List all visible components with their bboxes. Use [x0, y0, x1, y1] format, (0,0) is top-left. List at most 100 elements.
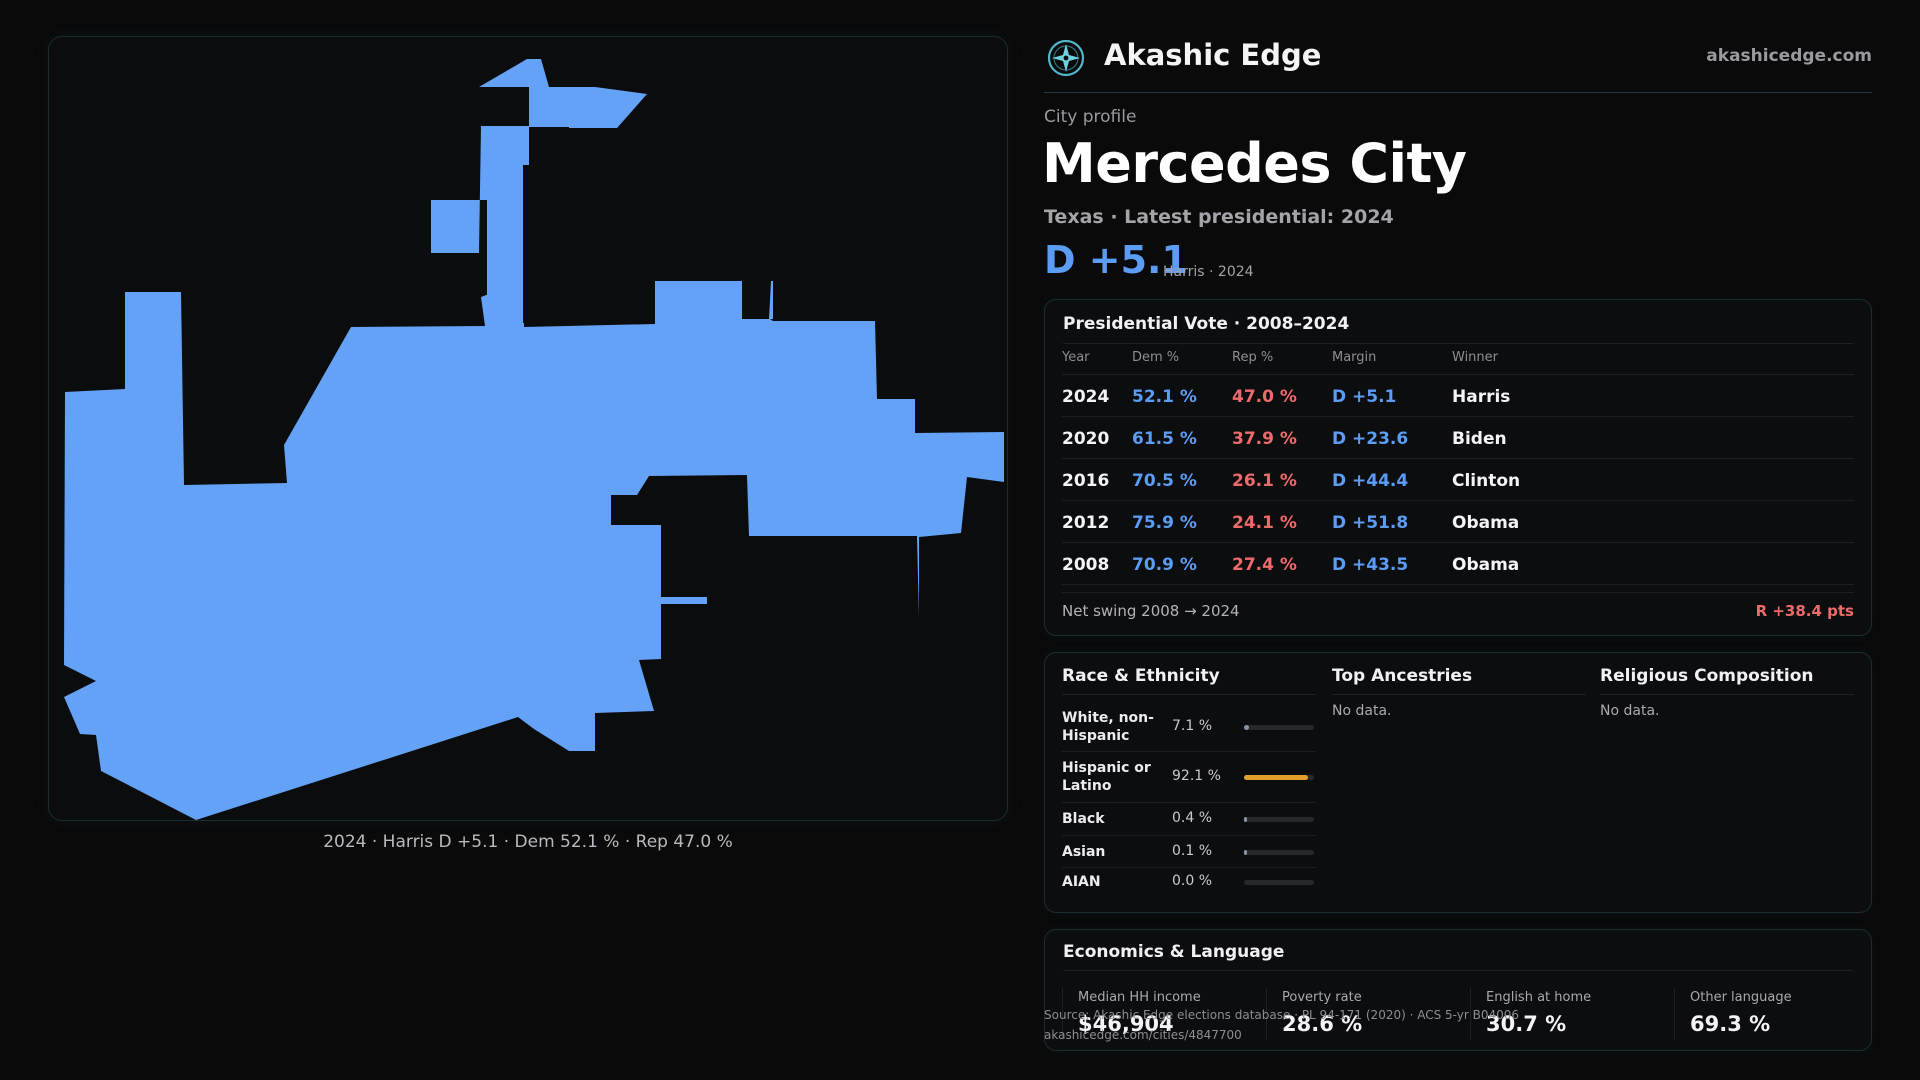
- cell-year: 2012: [1062, 513, 1110, 533]
- presidential-vote-card: Presidential Vote · 2008–2024: [1044, 299, 1872, 636]
- race-bar-fill: [1244, 775, 1309, 780]
- cell-winner: Biden: [1452, 429, 1507, 449]
- cell-margin: D +51.8: [1332, 513, 1409, 533]
- race-label: Black: [1062, 811, 1105, 827]
- cell-year: 2024: [1062, 387, 1110, 407]
- race-bar-track: [1244, 725, 1314, 730]
- religion-divider: [1600, 694, 1854, 695]
- race-label: Asian: [1062, 844, 1106, 860]
- race-bar-track: [1244, 850, 1314, 855]
- stat-label-poverty: Poverty rate: [1282, 990, 1362, 1005]
- cell-rep: 47.0 %: [1232, 387, 1297, 407]
- stat-value-income: $46,904: [1078, 1012, 1174, 1036]
- race-bar-fill: [1244, 850, 1247, 855]
- table-row[interactable]: 2016 70.5 % 26.1 % D +44.4 Clinton: [1062, 459, 1854, 501]
- brand-name[interactable]: Akashic Edge: [1104, 38, 1322, 72]
- table-row[interactable]: 2020 61.5 % 37.9 % D +23.6 Biden: [1062, 417, 1854, 459]
- race-ethnicity-title: Race & Ethnicity: [1062, 666, 1220, 686]
- vote-card-title: Presidential Vote · 2008–2024: [1063, 314, 1350, 334]
- city-boundary-neck[interactable]: [431, 59, 647, 327]
- race-label: Hispanic or Latino: [1062, 760, 1151, 794]
- column-header-rep: Rep %: [1232, 350, 1274, 365]
- city-map-panel[interactable]: [48, 36, 1008, 821]
- cell-rep: 27.4 %: [1232, 555, 1297, 575]
- cell-year: 2016: [1062, 471, 1110, 491]
- vote-card-divider: [1063, 343, 1853, 344]
- cell-winner: Clinton: [1452, 471, 1521, 491]
- cell-year: 2008: [1062, 555, 1110, 575]
- demographics-card: [1044, 652, 1872, 913]
- race-label: AIAN: [1062, 874, 1101, 890]
- net-swing-value: R +38.4 pts: [1755, 602, 1854, 620]
- list-item: Hispanic or Latino 92.1 %: [1062, 753, 1316, 803]
- race-bar-track: [1244, 817, 1314, 822]
- cell-rep: 26.1 %: [1232, 471, 1297, 491]
- source-note: Source: Akashic Edge elections database …: [1044, 1005, 1519, 1045]
- race-divider: [1062, 694, 1316, 695]
- table-row[interactable]: 2024 52.1 % 47.0 % D +5.1 Harris: [1062, 375, 1854, 417]
- margin-note: Harris · 2024: [1163, 264, 1254, 280]
- race-bar-fill: [1244, 817, 1247, 822]
- swing-divider: [1062, 592, 1854, 593]
- column-header-dem: Dem %: [1132, 350, 1180, 365]
- race-percent: 0.1 %: [1172, 843, 1213, 859]
- cell-year: 2020: [1062, 429, 1110, 449]
- list-item: Black 0.4 %: [1062, 804, 1316, 836]
- cell-margin: D +44.4: [1332, 471, 1409, 491]
- stat-value-poverty: 28.6 %: [1282, 1012, 1363, 1036]
- table-header-divider: [1062, 374, 1854, 375]
- stat-label-other-language: Other language: [1690, 990, 1792, 1005]
- city-boundary-shape[interactable]: [64, 281, 1004, 820]
- cell-margin: D +43.5: [1332, 555, 1409, 575]
- cell-winner: Harris: [1452, 387, 1511, 407]
- table-row[interactable]: 2008 70.9 % 27.4 % D +43.5 Obama: [1062, 543, 1854, 585]
- race-percent: 0.0 %: [1172, 873, 1213, 889]
- stat-label-english: English at home: [1486, 990, 1592, 1005]
- cell-dem: 70.9 %: [1132, 555, 1197, 575]
- stat-separator: [1266, 988, 1267, 1040]
- cell-winner: Obama: [1452, 555, 1520, 575]
- cell-dem: 75.9 %: [1132, 513, 1197, 533]
- cell-rep: 24.1 %: [1232, 513, 1297, 533]
- economics-card-title: Economics & Language: [1063, 942, 1285, 962]
- profile-eyebrow: City profile: [1044, 107, 1137, 127]
- stat-value-other-language: 69.3 %: [1690, 1012, 1771, 1036]
- city-boundary-map: [64, 59, 1004, 820]
- column-header-margin: Margin: [1332, 350, 1377, 365]
- ancestries-title: Top Ancestries: [1332, 666, 1473, 686]
- cell-winner: Obama: [1452, 513, 1520, 533]
- cell-margin: D +5.1: [1332, 387, 1397, 407]
- list-item: White, non-Hispanic 7.1 %: [1062, 704, 1316, 752]
- religion-title: Religious Composition: [1600, 666, 1814, 686]
- cell-rep: 37.9 %: [1232, 429, 1297, 449]
- economics-card: Economics & Language: [1044, 929, 1872, 1051]
- race-bar-fill: [1244, 725, 1249, 730]
- stat-value-english: 30.7 %: [1486, 1012, 1567, 1036]
- brand-url-link[interactable]: akashicedge.com: [1706, 46, 1872, 66]
- source-line: Source: Akashic Edge elections database …: [1044, 1008, 1520, 1022]
- cell-dem: 61.5 %: [1132, 429, 1197, 449]
- table-row[interactable]: 2012 75.9 % 24.1 % D +51.8 Obama: [1062, 501, 1854, 543]
- economics-card-divider: [1063, 970, 1853, 971]
- profile-subtitle: Texas · Latest presidential: 2024: [1044, 206, 1394, 228]
- column-header-year: Year: [1062, 350, 1090, 365]
- map-caption: 2024 · Harris D +5.1 · Dem 52.1 % · Rep …: [323, 832, 733, 852]
- stat-separator: [1062, 988, 1063, 1040]
- list-item: AIAN 0.0 %: [1062, 869, 1316, 899]
- race-label: White, non-Hispanic: [1062, 710, 1154, 744]
- race-bar-track: [1244, 880, 1314, 885]
- header-divider: [1044, 92, 1872, 93]
- cell-margin: D +23.6: [1332, 429, 1409, 449]
- race-bar-track: [1244, 775, 1314, 780]
- ancestries-divider: [1332, 694, 1586, 695]
- list-item: Asian 0.1 %: [1062, 837, 1316, 868]
- compass-rose-icon: [1047, 39, 1085, 77]
- cell-dem: 70.5 %: [1132, 471, 1197, 491]
- race-percent: 7.1 %: [1172, 718, 1213, 734]
- source-url-link[interactable]: akashicedge.com/cities/4847700: [1044, 1028, 1242, 1042]
- stat-separator: [1470, 988, 1471, 1040]
- net-swing-label: Net swing 2008 → 2024: [1062, 602, 1240, 620]
- margin-headline: D +5.1: [1044, 238, 1188, 282]
- cell-dem: 52.1 %: [1132, 387, 1197, 407]
- page-title: Mercedes City: [1042, 132, 1467, 195]
